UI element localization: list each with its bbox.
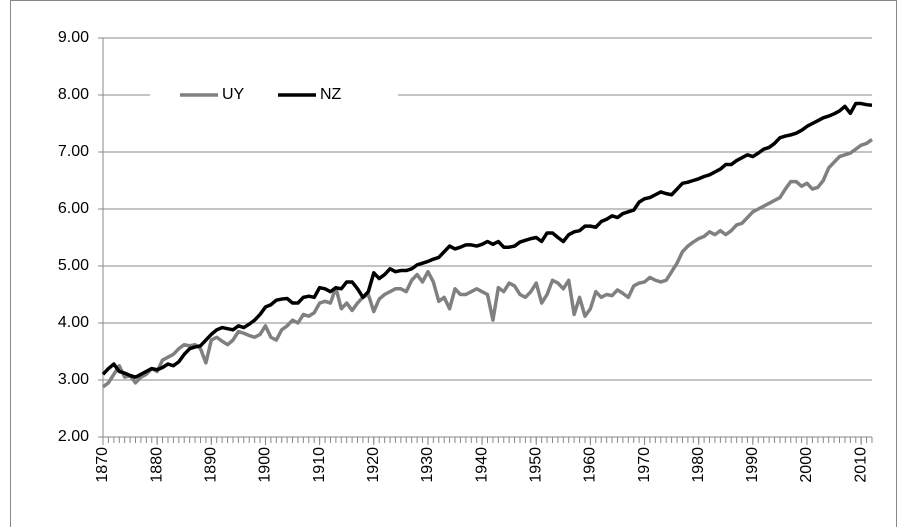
x-tick-label: 1990: [744, 447, 761, 483]
x-tick-label: 1980: [690, 447, 707, 483]
y-tick-label: 4.00: [58, 314, 89, 331]
x-tick-label: 2010: [852, 447, 869, 483]
x-tick-label: 2000: [798, 447, 815, 483]
y-tick-label: 5.00: [58, 257, 89, 274]
y-tick-label: 2.00: [58, 428, 89, 445]
x-tick-label: 1910: [311, 447, 328, 483]
legend-label: NZ: [320, 86, 342, 103]
x-tick-label: 1920: [365, 447, 382, 483]
x-tick-label: 1960: [582, 447, 599, 483]
y-tick-label: 7.00: [58, 143, 89, 160]
y-tick-label: 9.00: [58, 29, 89, 46]
x-tick-label: 1890: [203, 447, 220, 483]
x-tick-label: 1930: [419, 447, 436, 483]
chart-border: [10, 0, 897, 531]
y-tick-label: 8.00: [58, 86, 89, 103]
y-tick-label: 6.00: [58, 200, 89, 217]
x-tick-label: 1950: [527, 447, 544, 483]
series-line: [101, 138, 874, 389]
x-tick-label: 1870: [94, 447, 111, 483]
x-tick-label: 1940: [473, 447, 490, 483]
series-line: [101, 101, 873, 379]
y-tick-label: 3.00: [58, 371, 89, 388]
x-tick-label: 1970: [636, 447, 653, 483]
x-tick-label: 1900: [257, 447, 274, 483]
legend-label: UY: [222, 86, 245, 103]
x-tick-label: 1880: [148, 447, 165, 483]
